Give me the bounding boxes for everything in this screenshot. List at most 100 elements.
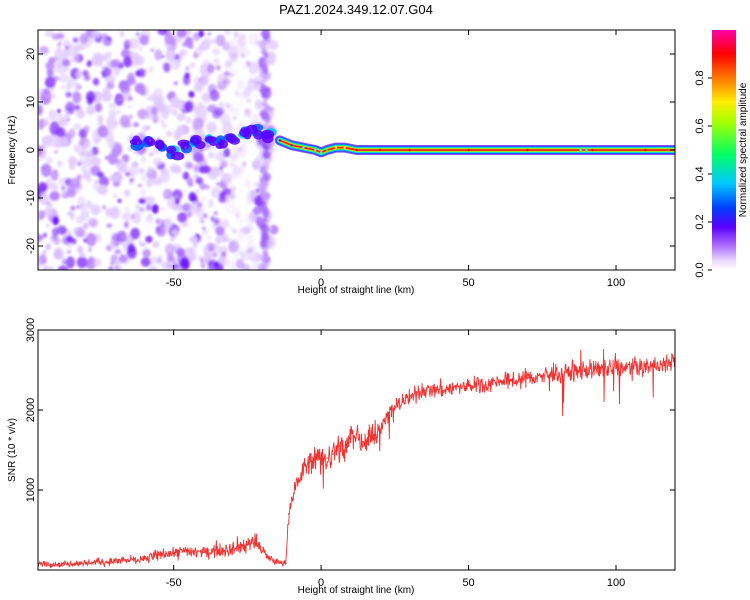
noise-blob [137,68,146,78]
snr-y-ticks: 1000 2000 3000 [25,318,675,502]
noise-blob [123,189,131,198]
noise-blob [38,146,44,157]
noise-blob [139,198,146,204]
snr-point [202,551,204,554]
noise-blob [146,105,152,114]
noise-blob [59,74,70,83]
noise-blob [73,44,82,53]
noise-blob [120,82,131,95]
noise-blob [70,51,80,64]
noise-blob [65,91,72,98]
noise-blob [237,219,243,224]
noise-blob [54,47,65,62]
snr-point [217,548,219,550]
x-tick-label: -50 [166,277,182,289]
noise-blob [216,65,221,71]
noise-blob [198,255,202,260]
noise-blob [51,33,60,40]
noise-blob [253,94,257,98]
noise-blob [262,59,269,65]
noise-blob [64,45,70,51]
noise-blob [228,244,234,252]
noise-blob [57,109,61,114]
noise-blob [111,58,122,68]
noise-blob [105,60,112,69]
noise-blob [147,213,153,220]
noise-blob [100,90,111,102]
noise-blob [104,53,109,59]
signal-point [184,146,187,149]
noise-blob [229,73,234,78]
noise-blob [56,225,67,235]
noise-blob [163,191,169,196]
noise-blob [155,218,161,225]
noise-blob [235,251,245,263]
noise-blob [193,47,203,57]
noise-blob [195,176,204,185]
noise-blob [246,190,257,205]
noise-blob [211,109,222,119]
heatmap-signal-layer [129,124,675,161]
noise-blob [179,257,190,270]
noise-blob [260,255,267,261]
noise-blob [231,144,239,153]
noise-blob [81,145,89,151]
colorbar-tick-label: 0.0 [694,262,706,277]
noise-blob [38,46,49,55]
snr-series [38,348,675,569]
noise-blob [182,74,191,86]
snr-point [172,552,175,554]
noise-blob [45,156,53,164]
noise-blob [65,117,71,122]
noise-blob [167,260,174,266]
noise-blob [117,198,122,204]
noise-blob [214,218,220,225]
signal-blob [145,138,156,147]
noise-blob [94,102,103,113]
noise-blob [182,42,186,47]
noise-blob [180,172,185,176]
noise-blob [241,65,246,70]
noise-blob [108,103,112,107]
noise-blob [42,142,48,149]
noise-blob [118,254,128,263]
noise-blob [147,166,153,175]
signal-blob [229,136,241,145]
noise-blob [198,165,207,174]
noise-blob [192,116,204,132]
colorbar-tick-label: 0.8 [694,70,706,85]
noise-blob [66,235,74,243]
noise-blob [56,63,63,69]
signal-point [334,146,338,149]
noise-blob [66,250,72,254]
noise-blob [107,138,117,149]
noise-blob [45,201,54,209]
noise-blob [42,250,47,255]
noise-blob [101,33,108,40]
noise-blob [96,171,104,178]
colorbar-tick-label: 0.4 [694,166,706,181]
snr-point [290,497,293,499]
noise-blob [184,36,194,48]
colorbar-label: Normalized spectral amplitude [738,82,749,217]
noise-blob [222,78,231,85]
noise-blob [174,55,179,60]
noise-blob [261,30,271,40]
noise-blob [134,82,146,94]
noise-blob [164,243,176,256]
noise-blob [192,200,197,206]
noise-blob [193,151,204,163]
noise-blob [61,190,66,195]
snr-point [361,441,364,443]
snr-point [497,381,499,383]
noise-blob [161,208,165,211]
noise-blob [250,245,258,252]
noise-blob [258,230,262,234]
noise-blob [43,118,49,126]
snr-point [143,558,145,560]
noise-blob [176,30,187,38]
noise-blob [220,251,227,257]
noise-blob [260,222,268,232]
snr-y-label: SNR (10 * v/v) [7,418,18,482]
noise-blob [223,179,229,185]
